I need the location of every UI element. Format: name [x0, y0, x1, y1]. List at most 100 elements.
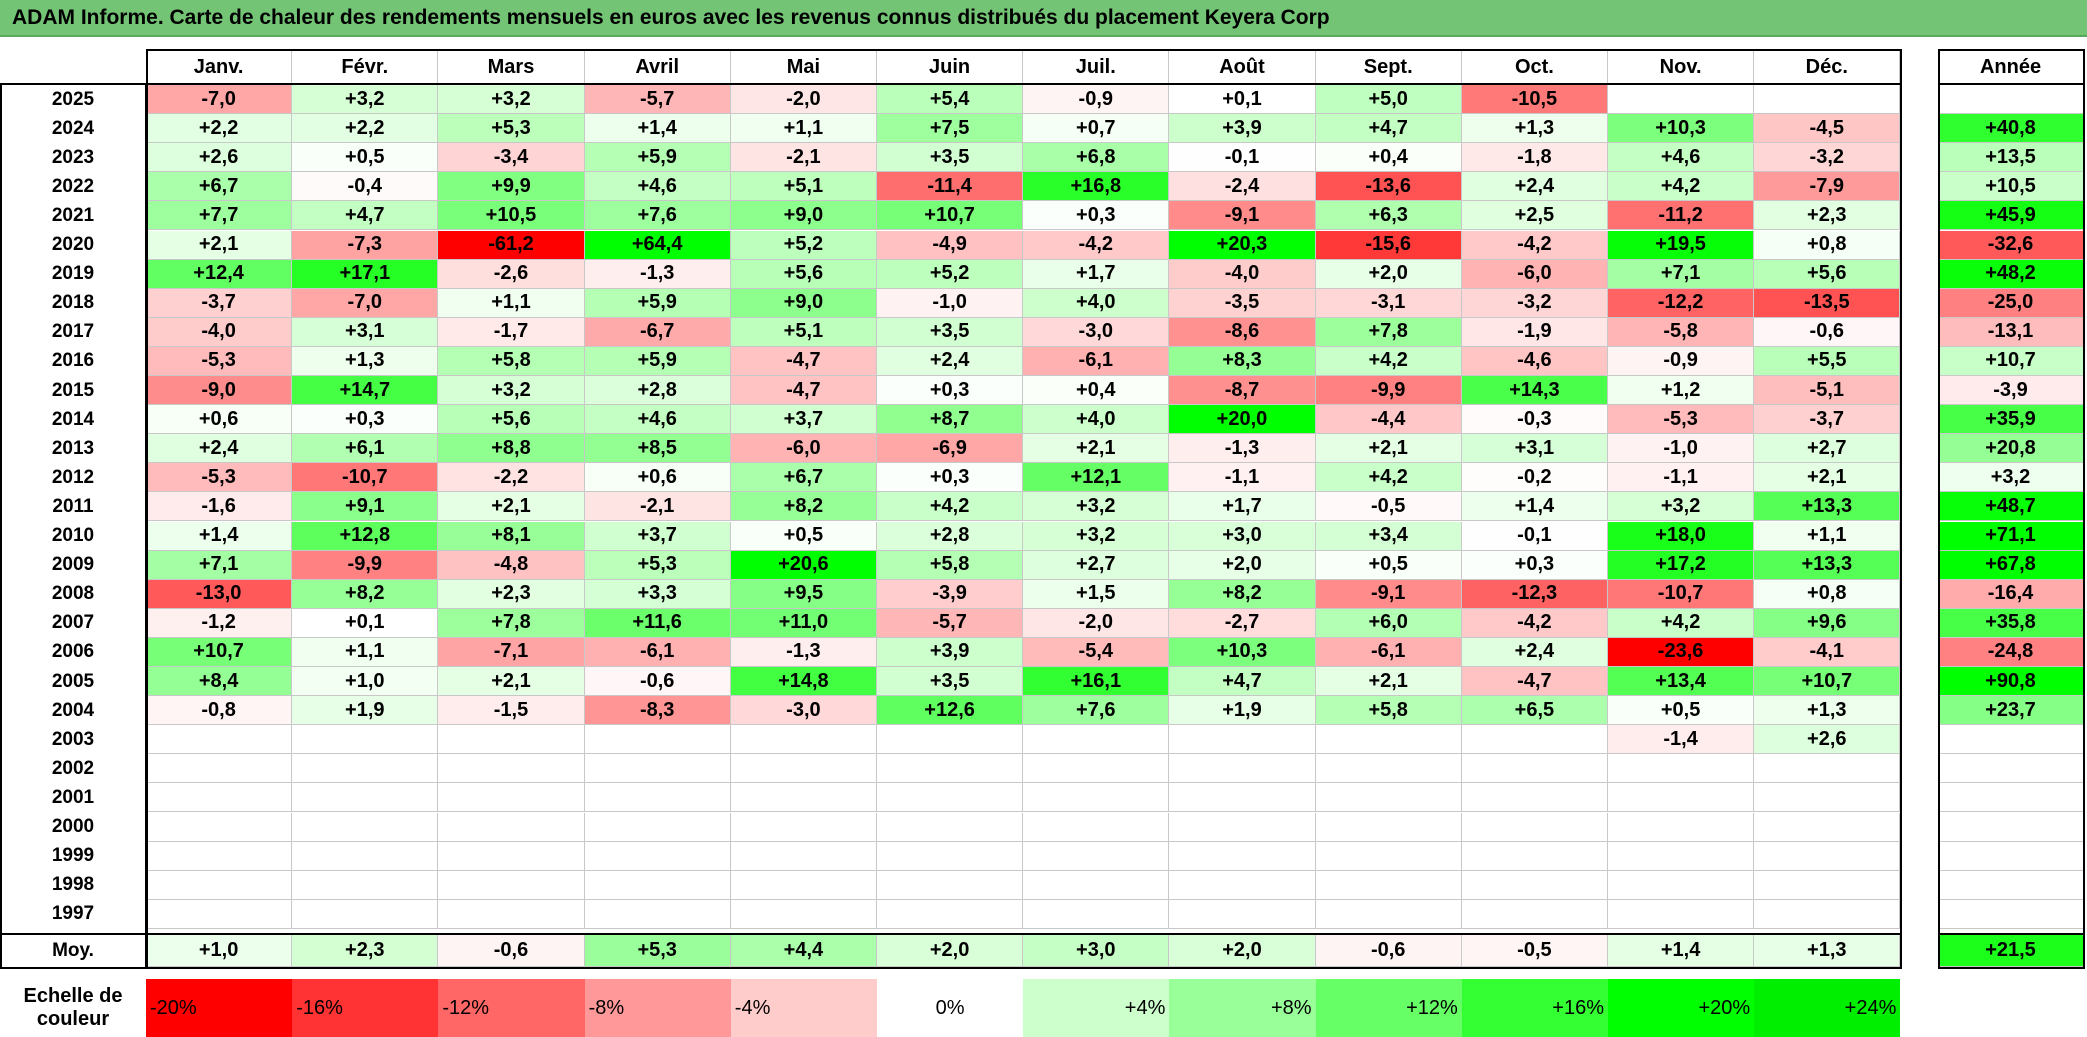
heatmap-cell	[438, 870, 585, 900]
heatmap-cell: +5,6	[1754, 259, 1901, 289]
heatmap-cell: -4,1	[1754, 637, 1901, 667]
heatmap-cell: +2,1	[1023, 434, 1170, 464]
heatmap-cell: +0,5	[1608, 696, 1755, 726]
heatmap-cell	[1608, 899, 1755, 929]
annual-cell	[1938, 870, 2084, 900]
heatmap-cell: -4,0	[146, 317, 293, 347]
heatmap-cell: -9,9	[292, 550, 439, 580]
heatmap-cell	[1754, 841, 1901, 871]
heatmap-cell: +12,1	[1023, 463, 1170, 493]
annual-cell	[1938, 754, 2084, 784]
year-label: 2001	[0, 783, 146, 813]
heatmap-cell: +19,5	[1608, 230, 1755, 260]
heatmap-cell: -23,6	[1608, 637, 1755, 667]
heatmap-cell	[1315, 754, 1462, 784]
heatmap-cell: +2,5	[1461, 201, 1608, 231]
year-label: 2014	[0, 405, 146, 435]
heatmap-cell: +11,0	[730, 608, 877, 638]
heatmap-cell: -4,0	[1169, 259, 1316, 289]
annual-cell: +23,7	[1938, 696, 2084, 726]
heatmap-cell: +1,4	[146, 521, 293, 551]
heatmap-cell	[1023, 812, 1170, 842]
heatmap-cell	[1754, 870, 1901, 900]
heatmap-cell	[1023, 783, 1170, 813]
year-label: 2009	[0, 550, 146, 580]
heatmap-cell: +6,1	[292, 434, 439, 464]
heatmap-cell: -0,6	[584, 667, 731, 697]
heatmap-cell: +0,3	[877, 463, 1024, 493]
heatmap-cell: +14,7	[292, 376, 439, 406]
heatmap-cell: +2,7	[1023, 550, 1170, 580]
heatmap-cell: -3,5	[1169, 288, 1316, 318]
heatmap-cell: -5,4	[1023, 637, 1170, 667]
month-header: Juil.	[1023, 51, 1170, 84]
heatmap-cell: -0,9	[1608, 346, 1755, 376]
heatmap-cell: -1,2	[146, 608, 293, 638]
heatmap-cell: +1,7	[1169, 492, 1316, 522]
heatmap-cell: -2,1	[584, 492, 731, 522]
heatmap-cell: +8,7	[877, 405, 1024, 435]
heatmap-cell: -0,1	[1461, 521, 1608, 551]
heatmap-cell: +5,3	[584, 550, 731, 580]
heatmap-cell: -4,7	[1461, 667, 1608, 697]
heatmap-cell: +2,8	[584, 376, 731, 406]
average-cell: +2,0	[1169, 935, 1316, 967]
heatmap-cell: -3,0	[730, 696, 877, 726]
heatmap-cell: +2,2	[292, 114, 439, 144]
annual-cell: +35,8	[1938, 608, 2084, 638]
year-label: 1998	[0, 870, 146, 900]
heatmap-cell: -4,5	[1754, 114, 1901, 144]
heatmap-cell: +5,1	[730, 172, 877, 202]
heatmap-cell: +4,2	[1608, 172, 1755, 202]
heatmap-cell: +7,6	[584, 201, 731, 231]
heatmap-cell: +3,2	[1023, 492, 1170, 522]
heatmap-cell: -4,7	[730, 346, 877, 376]
heatmap-cell: -8,6	[1169, 317, 1316, 347]
heatmap-cell	[584, 783, 731, 813]
heatmap-cell: -2,1	[730, 143, 877, 173]
heatmap-cell: -3,0	[1023, 317, 1170, 347]
heatmap-cell	[1023, 754, 1170, 784]
heatmap-cell: +9,1	[292, 492, 439, 522]
heatmap-cell: -7,0	[146, 85, 293, 115]
heatmap-cell: +11,6	[584, 608, 731, 638]
average-label: Moy.	[0, 935, 146, 967]
heatmap-cell: +1,1	[438, 288, 585, 318]
annual-cell	[1938, 725, 2084, 755]
heatmap-cell: -4,2	[1023, 230, 1170, 260]
heatmap-cell: +5,5	[1754, 346, 1901, 376]
heatmap-cell: -6,0	[730, 434, 877, 464]
heatmap-cell: -0,6	[1754, 317, 1901, 347]
heatmap-cell: -4,6	[1461, 346, 1608, 376]
heatmap-cell: -4,4	[1315, 405, 1462, 435]
heatmap-cell: +14,8	[730, 667, 877, 697]
heatmap-cell: -7,0	[292, 288, 439, 318]
heatmap-cell: +12,4	[146, 259, 293, 289]
heatmap-cell: +5,1	[730, 317, 877, 347]
heatmap-cell: -8,7	[1169, 376, 1316, 406]
heatmap-cell: +2,1	[438, 667, 585, 697]
heatmap-cell: +2,2	[146, 114, 293, 144]
color-scale-stop: -4%	[730, 979, 877, 1037]
heatmap-cell: +20,6	[730, 550, 877, 580]
heatmap-cell: +3,0	[1169, 521, 1316, 551]
heatmap-cell: +5,6	[730, 259, 877, 289]
heatmap-cell	[1461, 754, 1608, 784]
heatmap-cell: -9,0	[146, 376, 293, 406]
heatmap-cell	[1315, 870, 1462, 900]
heatmap-cell: +12,6	[877, 696, 1024, 726]
annual-cell: -24,8	[1938, 637, 2084, 667]
heatmap-cell	[730, 870, 877, 900]
average-cell: +1,3	[1754, 935, 1901, 967]
heatmap-cell: +0,8	[1754, 230, 1901, 260]
heatmap-cell: +2,6	[146, 143, 293, 173]
heatmap-cell: +5,9	[584, 288, 731, 318]
heatmap-cell: +0,7	[1023, 114, 1170, 144]
heatmap-cell	[1754, 783, 1901, 813]
heatmap-cell: +1,2	[1608, 376, 1755, 406]
month-header: Nov.	[1608, 51, 1755, 84]
heatmap-cell	[1461, 725, 1608, 755]
annual-cell: +20,8	[1938, 434, 2084, 464]
heatmap-cell: +3,2	[1608, 492, 1755, 522]
annual-cell: -16,4	[1938, 579, 2084, 609]
